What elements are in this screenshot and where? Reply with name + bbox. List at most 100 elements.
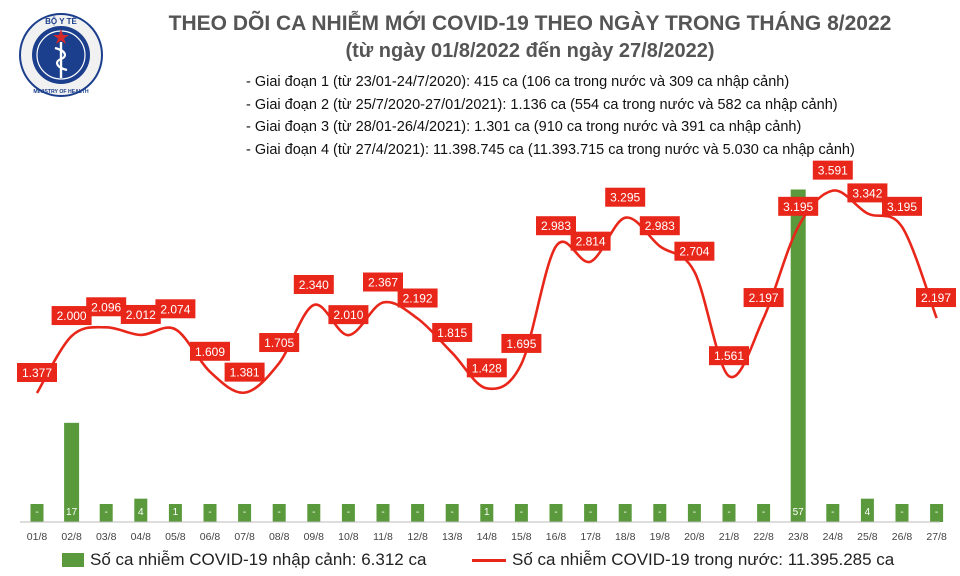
- x-tick-label: 20/8: [684, 531, 705, 543]
- x-tick-label: 04/8: [131, 531, 152, 543]
- bar-value-label: -: [693, 507, 696, 518]
- line-value-box: [155, 299, 196, 319]
- x-tick-label: 08/8: [269, 531, 290, 543]
- x-tick-label: 05/8: [165, 531, 186, 543]
- bar: [687, 504, 701, 522]
- x-tick-label: 13/8: [442, 531, 463, 543]
- x-tick-label: 19/8: [650, 531, 671, 543]
- bar: [307, 504, 321, 522]
- phase-note: - Giai đoạn 2 (từ 25/7/2020-27/01/2021):…: [246, 96, 838, 113]
- x-tick-label: 21/8: [719, 531, 740, 543]
- line-value-box: [120, 304, 161, 324]
- bar: [722, 504, 736, 522]
- line-value-box: [605, 187, 646, 207]
- line-value-box: [293, 274, 334, 294]
- line-value-label: 2.010: [333, 308, 363, 322]
- line-value-label: 1.428: [472, 361, 502, 375]
- x-tick-label: 26/8: [892, 531, 913, 543]
- line-value-label: 1.705: [264, 336, 294, 350]
- x-tick-label: 02/8: [61, 531, 82, 543]
- bar-value-label: 4: [138, 507, 144, 518]
- bar-value-label: 17: [66, 507, 78, 518]
- line-value-box: [778, 196, 819, 216]
- x-tick-label: 12/8: [407, 531, 428, 543]
- line-value-box: [432, 322, 473, 342]
- line-value-label: 1.815: [437, 326, 467, 340]
- x-tick-label: 06/8: [200, 531, 221, 543]
- line-value-label: 2.704: [679, 245, 709, 259]
- bar-value-label: -: [900, 507, 903, 518]
- bar: [514, 504, 528, 522]
- bar: [134, 498, 148, 522]
- line-value-label: 1.377: [22, 366, 52, 380]
- bar-value-label: -: [624, 507, 627, 518]
- bar: [272, 504, 286, 522]
- bar: [203, 504, 217, 522]
- legend-bar-swatch: [62, 553, 84, 567]
- x-tick-label: 22/8: [753, 531, 774, 543]
- line-value-box: [51, 306, 92, 326]
- bar-value-label: -: [451, 507, 454, 518]
- line-value-box: [501, 333, 542, 353]
- legend: Số ca nhiễm COVID-19 nhập cảnh: 6.312 ca…: [62, 548, 942, 574]
- x-tick-label: 10/8: [338, 531, 359, 543]
- x-tick-label: 27/8: [926, 531, 947, 543]
- line-value-label: 1.695: [506, 337, 536, 351]
- legend-line-swatch: [472, 558, 506, 562]
- x-tick-label: 18/8: [615, 531, 636, 543]
- line-value-label: 2.012: [126, 308, 156, 322]
- bar-value-label: -: [589, 507, 592, 518]
- line-value-box: [224, 362, 265, 382]
- bar: [618, 504, 632, 522]
- bar: [64, 422, 80, 522]
- bar-value-label: -: [105, 507, 108, 518]
- line-value-label: 2.197: [749, 291, 779, 305]
- line-value-box: [674, 241, 715, 261]
- line-value-box: [916, 288, 956, 308]
- x-tick-label: 16/8: [546, 531, 567, 543]
- bar-value-label: -: [278, 507, 281, 518]
- x-tick-label: 01/8: [27, 531, 48, 543]
- bar-value-label: -: [312, 507, 315, 518]
- bar: [549, 504, 563, 522]
- bar: [411, 504, 425, 522]
- svg-text:BỘ Y TẾ: BỘ Y TẾ: [45, 16, 77, 26]
- line-value-box: [570, 231, 611, 251]
- bar-value-label: -: [243, 507, 246, 518]
- line-value-box: [639, 216, 680, 236]
- bar: [168, 504, 182, 522]
- bar: [99, 504, 113, 522]
- bar: [480, 504, 494, 522]
- bar-value-label: -: [762, 507, 765, 518]
- line-value-box: [397, 288, 438, 308]
- line-value-box: [847, 183, 888, 203]
- legend-label-domestic: Số ca nhiễm COVID-19 trong nước: 11.395.…: [512, 550, 895, 569]
- x-tick-label: 09/8: [304, 531, 325, 543]
- bar: [653, 504, 667, 522]
- line-value-label: 1.609: [195, 345, 225, 359]
- bar: [930, 504, 944, 522]
- line-value-box: [536, 216, 576, 236]
- bar-value-label: 4: [865, 507, 871, 518]
- bar: [30, 504, 44, 522]
- x-tick-label: 07/8: [234, 531, 255, 543]
- line-value-box: [743, 288, 784, 308]
- bar: [895, 504, 909, 522]
- x-tick-label: 23/8: [788, 531, 809, 543]
- chart-subtitle: (từ ngày 01/8/2022 đến ngày 27/8/2022): [345, 40, 715, 62]
- line-value-label: 2.983: [541, 219, 571, 233]
- x-tick-label: 24/8: [823, 531, 844, 543]
- line-value-box: [17, 363, 57, 382]
- bar-value-label: -: [416, 507, 419, 518]
- line-value-box: [86, 297, 127, 317]
- bar: [757, 504, 771, 522]
- line-value-box: [466, 358, 507, 378]
- line-value-label: 1.381: [230, 366, 260, 380]
- bar: [238, 504, 252, 522]
- bar: [445, 504, 459, 522]
- line-value-box: [259, 333, 300, 353]
- bar-value-label: -: [35, 507, 38, 518]
- line-value-box: [328, 305, 369, 325]
- line-value-box: [812, 160, 853, 180]
